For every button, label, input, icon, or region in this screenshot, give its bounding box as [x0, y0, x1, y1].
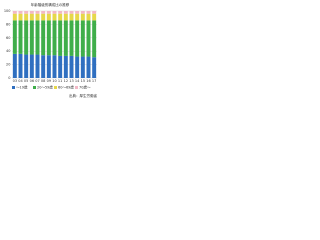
bar-segment [75, 11, 80, 14]
x-tick-label: 07 [35, 79, 39, 83]
bar-segment [46, 20, 51, 56]
y-tick-label: 100 [4, 9, 11, 13]
x-tick-label: 14 [75, 79, 80, 83]
x-tick-label: 09 [47, 79, 51, 83]
x-tick-label: 13 [69, 79, 73, 83]
bar-segment [80, 11, 85, 14]
source: 出典：厚生労働省 [69, 93, 97, 98]
bar-segment [24, 54, 29, 78]
legend-swatch [12, 86, 15, 89]
bar-segment [80, 20, 85, 57]
bar-segment [63, 11, 68, 14]
y-tick-label: 40 [6, 49, 10, 53]
bar-segment [75, 13, 80, 21]
bar-segment [12, 13, 17, 21]
bar-segment [52, 13, 57, 21]
bar-segment [63, 13, 68, 21]
bar-segment [24, 11, 29, 14]
legend-swatch [33, 86, 36, 89]
legend-swatch [75, 86, 78, 89]
bar-segment [52, 20, 57, 56]
legend-label: 〜19歳 [16, 85, 28, 90]
x-tick-label: 08 [41, 79, 45, 83]
bar-segment [46, 11, 51, 14]
x-tick-label: 15 [81, 79, 85, 83]
bar-segment [86, 13, 91, 21]
bar-segment [35, 20, 40, 55]
bar-segment [92, 13, 97, 21]
x-tick-label: 05 [24, 79, 28, 83]
bar-segment [35, 11, 40, 14]
bar-segment [18, 53, 23, 78]
bar-segment [52, 55, 57, 78]
x-tick-label: 03 [13, 79, 17, 83]
legend-label: 60〜69歳 [58, 85, 74, 90]
bar-segment [92, 20, 97, 58]
bar-segment [41, 13, 46, 21]
x-tick-label: 16 [86, 79, 90, 83]
bar-segment [92, 11, 97, 14]
bar-segment [86, 11, 91, 14]
bar-segment [46, 55, 51, 78]
x-tick-label: 06 [30, 79, 34, 83]
legend-label: 70歳〜 [79, 85, 91, 90]
chart-title: 年齢階級別構成比の推移 [31, 2, 70, 7]
x-tick-label: 10 [52, 79, 56, 83]
bar-segment [18, 13, 23, 21]
bar-segment [80, 13, 85, 21]
x-tick-label: 04 [18, 79, 23, 83]
y-tick-label: 60 [6, 36, 10, 40]
bar-segment [69, 20, 74, 56]
bar-segment [75, 20, 80, 57]
bar-segment [63, 55, 68, 78]
bar-segment [29, 54, 34, 78]
bar-segment [18, 11, 23, 14]
bar-segment [69, 13, 74, 21]
bar-segment [12, 11, 17, 14]
bar-segment [12, 53, 17, 78]
bar-segment [41, 11, 46, 14]
bar-segment [18, 20, 23, 54]
bar-segment [58, 20, 63, 56]
bar-segment [86, 20, 91, 57]
bar-segment [41, 20, 46, 56]
bar-segment [75, 56, 80, 78]
bar-segment [58, 13, 63, 21]
bar-segment [58, 11, 63, 14]
bar-segment [29, 20, 34, 55]
y-tick-label: 80 [6, 22, 10, 26]
bar-segment [35, 13, 40, 21]
legend-swatch [54, 86, 57, 89]
y-tick-label: 20 [6, 63, 10, 67]
bar-segment [58, 55, 63, 78]
bar-segment [12, 20, 17, 54]
bar-segment [69, 11, 74, 14]
bar-segment [86, 56, 91, 78]
legend-label: 20〜59歳 [37, 85, 53, 90]
bar-segment [35, 54, 40, 78]
bar-segment [63, 20, 68, 56]
x-tick-label: 12 [64, 79, 68, 83]
bar-segment [92, 57, 97, 78]
bar-segment [80, 56, 85, 78]
bar-segment [52, 11, 57, 14]
y-tick-label: 0 [8, 76, 10, 80]
bar-segment [29, 13, 34, 21]
bar-segment [69, 55, 74, 78]
bar-segment [24, 13, 29, 21]
bar-segment [46, 13, 51, 21]
bar-segment [29, 11, 34, 14]
bar-segment [24, 20, 29, 55]
bar-segment [41, 55, 46, 78]
x-tick-label: 17 [92, 79, 96, 83]
x-tick-label: 11 [58, 79, 62, 83]
